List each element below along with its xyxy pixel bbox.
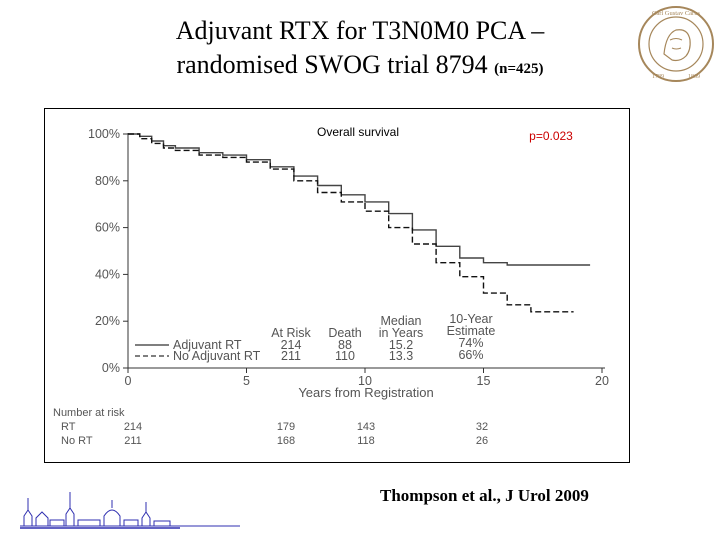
y-tick-label: 80%: [95, 174, 120, 188]
y-tick-label: 60%: [95, 221, 120, 235]
risk-row-label-rt: RT: [61, 421, 76, 433]
citation: Thompson et al., J Urol 2009: [380, 486, 589, 505]
risk-value: 26: [476, 435, 488, 447]
legend-header-estimate-1: 10-Year: [449, 312, 492, 326]
legend-median-adjuvant-rt: 15.2: [389, 338, 413, 352]
legend-at-risk-adjuvant-rt: 214: [281, 338, 302, 352]
legend-death-no-adjuvant-rt: 110: [335, 349, 355, 363]
legend-estimate-no-adjuvant-rt: 66%: [458, 348, 483, 362]
legend-estimate-adjuvant-rt: 74%: [458, 336, 483, 350]
y-tick-label: 40%: [95, 267, 120, 281]
risk-value: 143: [357, 421, 375, 433]
slide-title: Adjuvant RTX for T3N0M0 PCA – randomised…: [0, 14, 720, 86]
x-tick-label: 10: [358, 374, 372, 388]
x-tick-label: 5: [243, 374, 250, 388]
seal-year-left: 1789: [652, 74, 664, 80]
x-tick-label: 0: [125, 374, 132, 388]
survival-plot-frame: 0% 20% 40% 60% 80% 100% 0 5 10 15 20 Overall surv…: [44, 108, 630, 463]
number-at-risk-table: Number at risk RT No RT 214 179 143 32 211 16…: [53, 407, 488, 447]
legend-median-no-adjuvant-rt: 13.3: [389, 349, 413, 363]
x-axis-label: Years from Registration: [298, 385, 433, 400]
risk-value: 118: [357, 435, 375, 447]
risk-value: 168: [277, 435, 295, 447]
curve-no-adjuvant-rt: [128, 133, 574, 313]
risk-value: 32: [476, 421, 488, 433]
title-line-2-text: randomised SWOG trial 8794: [176, 50, 488, 79]
legend-header-at-risk: At Risk: [271, 326, 311, 340]
x-tick-label: 15: [477, 374, 491, 388]
legend-header-estimate-2: Estimate: [447, 324, 496, 338]
university-seal-logo: Carl Gustav Carus 1789 1869: [638, 6, 714, 82]
legend-death-adjuvant-rt: 88: [338, 338, 352, 352]
legend-at-risk-no-adjuvant-rt: 211: [281, 349, 301, 363]
survival-chart: 0% 20% 40% 60% 80% 100% 0 5 10 15 20 Overall surv…: [53, 125, 609, 447]
legend-header-median-2: in Years: [379, 326, 423, 340]
legend-header-median-1: Median: [381, 314, 422, 328]
risk-value: 179: [277, 421, 295, 433]
risk-value: 214: [124, 421, 142, 433]
legend-label-no-adjuvant-rt: No Adjuvant RT: [173, 349, 261, 363]
title-line-1: Adjuvant RTX for T3N0M0 PCA –: [175, 16, 545, 45]
title-sample-size: (n=425): [494, 61, 544, 77]
legend-header-death: Death: [328, 326, 361, 340]
legend-label-adjuvant-rt: Adjuvant RT: [173, 338, 242, 352]
seal-text-top: Carl Gustav Carus: [652, 10, 700, 17]
y-tick-label: 20%: [95, 314, 120, 328]
risk-row-label-no-rt: No RT: [61, 435, 93, 447]
seal-year-right: 1869: [688, 74, 700, 80]
chart-legend: At Risk Death Median in Years 10-Year Es…: [135, 312, 495, 363]
x-tick-label: 20: [595, 374, 609, 388]
city-skyline-icon: [20, 492, 240, 529]
survival-curves: [128, 133, 591, 313]
y-tick-group: 0% 20% 40% 60% 80% 100%: [88, 127, 128, 375]
p-value-annotation: p=0.023: [529, 129, 573, 143]
x-tick-group: 0 5 10 15 20: [125, 368, 609, 388]
title-line-2: randomised SWOG trial 8794 (n=425): [0, 48, 720, 86]
risk-value-group: 214 179 143 32 211 168 118 26: [124, 421, 488, 447]
curve-adjuvant-rt: [128, 133, 591, 266]
chart-title: Overall survival: [317, 125, 399, 139]
number-at-risk-label: Number at risk: [53, 407, 125, 419]
y-tick-label: 0%: [102, 361, 120, 375]
y-tick-label: 100%: [88, 127, 120, 141]
risk-value: 211: [124, 435, 142, 447]
